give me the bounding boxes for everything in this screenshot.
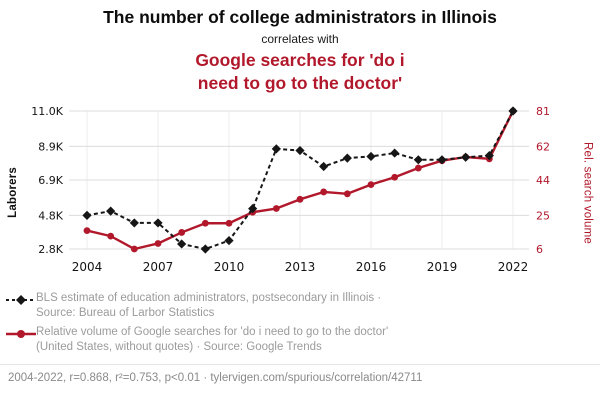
legend: BLS estimate of education administrators…: [0, 285, 600, 360]
page-title: The number of college administrators in …: [103, 7, 497, 27]
svg-text:4.8K: 4.8K: [38, 209, 63, 222]
black-dashed-diamond-icon: [6, 294, 36, 305]
svg-text:62: 62: [536, 140, 550, 153]
svg-text:2019: 2019: [427, 260, 458, 274]
svg-text:2010: 2010: [214, 260, 245, 274]
svg-text:2004: 2004: [72, 260, 103, 274]
svg-text:11.0K: 11.0K: [31, 105, 63, 118]
legend-item-black-series: BLS estimate of education administrators…: [6, 291, 596, 321]
left-axis-title: Laborers: [6, 167, 19, 219]
svg-text:2016: 2016: [356, 260, 387, 274]
svg-text:25: 25: [536, 209, 550, 222]
correlation-line-chart: 2004 2007 2010 2013 2016 2019 2022 2.8K 6 4.8K 25 6…: [31, 105, 550, 274]
svg-text:81: 81: [536, 105, 550, 118]
legend-text-black-series: BLS estimate of education administrators…: [36, 291, 382, 319]
svg-text:8.9K: 8.9K: [38, 140, 63, 153]
chart-area: Laborers 2004 2007 2010 2013 2016 2019 2022 2.8…: [0, 101, 600, 285]
svg-text:2022: 2022: [498, 260, 529, 274]
footer-stats: 2004-2022, r=0.868, r²=0.753, p<0.01 · t…: [0, 364, 600, 384]
legend-text-red-series: Relative volume of Google searches for '…: [36, 325, 389, 354]
svg-text:6: 6: [536, 243, 543, 256]
right-axis-title: Rel. search volume: [581, 141, 594, 244]
svg-text:44: 44: [536, 174, 550, 187]
correlates-with-label: correlates with: [261, 32, 339, 47]
svg-text:2.8K: 2.8K: [38, 243, 63, 256]
legend-item-red-series: Relative volume of Google searches for '…: [6, 325, 596, 355]
svg-text:2013: 2013: [285, 260, 316, 274]
svg-text:6.9K: 6.9K: [38, 174, 63, 187]
svg-text:2007: 2007: [143, 260, 174, 274]
red-line-circle-icon: [6, 329, 36, 338]
chart-header: The number of college administrators in …: [0, 0, 600, 99]
secondary-title: Google searches for 'do i need to go to …: [195, 50, 405, 93]
